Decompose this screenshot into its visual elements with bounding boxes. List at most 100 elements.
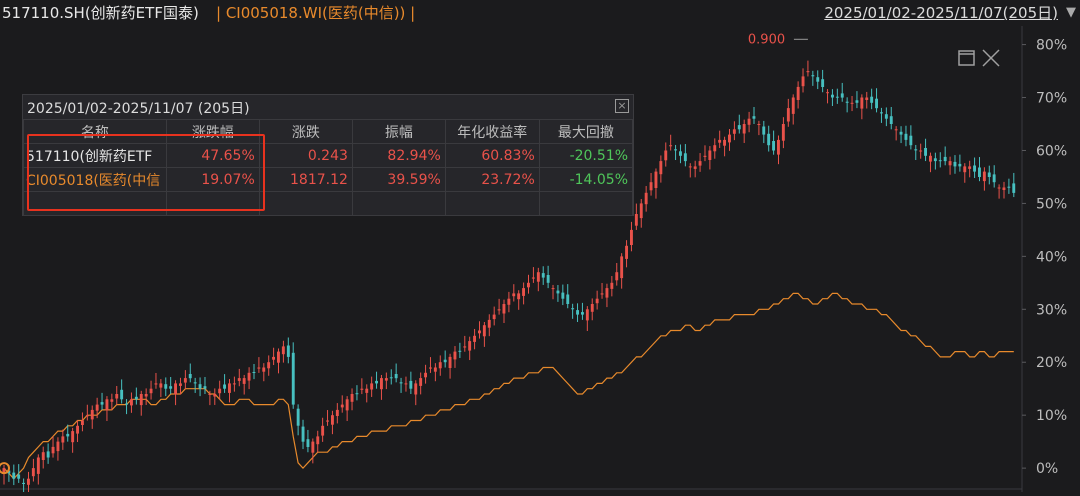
high-annotation: 0.900 [748, 32, 785, 47]
candle-body [625, 245, 628, 259]
y-axis: 80% 70% 60% 50% 40% 30% 20% 10% 0% [1022, 38, 1067, 477]
candle-body [497, 309, 501, 311]
chart-header: 517110.SH(创新药ETF国泰) | CI005018.WI(医药(中信)… [0, 0, 1080, 26]
candle-body [27, 478, 30, 485]
candle-body [786, 108, 790, 122]
candle-body [737, 125, 741, 130]
candle-body [605, 288, 609, 298]
candle-body [232, 383, 236, 385]
price-chart: 80% 70% 60% 50% 40% 30% 20% 10% 0% 0.9000.477 [0, 26, 1067, 494]
candle-body [674, 149, 677, 151]
candle-body [7, 470, 11, 474]
candle-body [296, 408, 300, 426]
col-max-drawdown: 最大回撤 [538, 119, 634, 144]
table-row[interactable]: 517110(创新药ETF 47.65% 0.243 82.94% 60.83%… [23, 143, 634, 168]
candle-body [669, 145, 673, 147]
candle-body [649, 182, 653, 191]
col-annualized: 年化收益率 [444, 119, 540, 144]
table-row[interactable]: CI005018(医药(中信 19.07% 1817.12 39.59% 23.… [23, 167, 634, 192]
candle-body [478, 330, 481, 334]
candle-body [781, 124, 785, 141]
candle-body [517, 293, 521, 300]
candle-body [252, 372, 256, 373]
start-marker [0, 462, 10, 475]
candle-body [693, 166, 697, 169]
candle-body [17, 474, 21, 479]
candle-body [620, 256, 624, 279]
candle-body [272, 356, 275, 360]
panel-title: 2025/01/02-2025/11/07 (205日) [27, 101, 250, 117]
candle-body [664, 150, 668, 161]
candle-body [762, 126, 766, 135]
candle-body [811, 75, 815, 77]
candle-body [654, 171, 658, 188]
candle-body [144, 394, 148, 397]
stats-panel: 2025/01/02-2025/11/07 (205日) × 名称 涨跌幅 涨跌… [22, 94, 634, 216]
candle-body [56, 441, 60, 452]
candle-body [600, 293, 604, 295]
candle-body [522, 288, 525, 296]
candle-body [850, 102, 854, 104]
candle-body [95, 404, 99, 411]
candle-body [345, 399, 349, 411]
chevron-down-icon[interactable]: ▼ [1066, 5, 1076, 20]
candle-body [267, 362, 271, 369]
candlesticks [2, 60, 1016, 494]
candle-body [90, 409, 94, 420]
candle-body [816, 77, 820, 82]
candle-body [311, 441, 315, 453]
candle-body [453, 351, 457, 360]
close-icon[interactable] [981, 48, 1001, 68]
candle-body [277, 351, 280, 363]
candle-body [899, 131, 903, 135]
row-change: 0.243 [258, 143, 353, 168]
candle-body [566, 294, 570, 304]
candle-body [223, 384, 226, 389]
candle-body [982, 171, 986, 182]
candle-body [767, 133, 771, 146]
index-label[interactable]: | CI005018.WI(医药(中信)) | [216, 4, 416, 22]
candle-body [1012, 183, 1016, 193]
candle-body [747, 118, 751, 125]
table-header: 名称 涨跌幅 涨跌 振幅 年化收益率 最大回撤 [23, 119, 634, 144]
candle-body [213, 394, 217, 397]
candle-body [610, 282, 614, 289]
index-line [3, 292, 1014, 480]
candle-body [855, 100, 859, 103]
candle-body [51, 446, 55, 454]
candle-body [164, 384, 168, 389]
candle-body [473, 335, 476, 342]
candle-body [183, 378, 187, 383]
y-tick-label: 80% [1036, 38, 1067, 54]
candle-body [130, 399, 133, 406]
restore-icon[interactable] [957, 48, 977, 68]
candle-body [703, 155, 707, 157]
security-label[interactable]: 517110.SH(创新药ETF国泰) [2, 4, 199, 22]
candle-body [321, 425, 325, 436]
candle-body [512, 293, 516, 297]
candle-body [228, 383, 231, 393]
candle-body [968, 166, 972, 169]
candle-body [683, 153, 687, 162]
candle-body [380, 378, 383, 390]
y-tick-label: 10% [1036, 408, 1067, 424]
col-change: 涨跌 [258, 119, 353, 144]
col-name: 名称 [23, 119, 167, 144]
candle-body [370, 383, 374, 390]
panel-close-icon[interactable]: × [615, 99, 629, 113]
candle-body [595, 298, 599, 304]
date-range-selector[interactable]: 2025/01/02-2025/11/07(205日) [824, 4, 1058, 22]
candle-body [713, 145, 717, 152]
candle-body [728, 134, 731, 143]
candle-body [585, 309, 589, 321]
candle-body [914, 149, 918, 151]
candle-body [36, 457, 40, 474]
candle-body [198, 384, 202, 389]
candle-body [41, 452, 45, 460]
candle-body [978, 167, 981, 177]
candle-body [487, 319, 491, 328]
candle-body [860, 97, 864, 109]
candle-body [208, 394, 212, 395]
candle-body [659, 161, 663, 175]
candle-body [571, 308, 575, 310]
